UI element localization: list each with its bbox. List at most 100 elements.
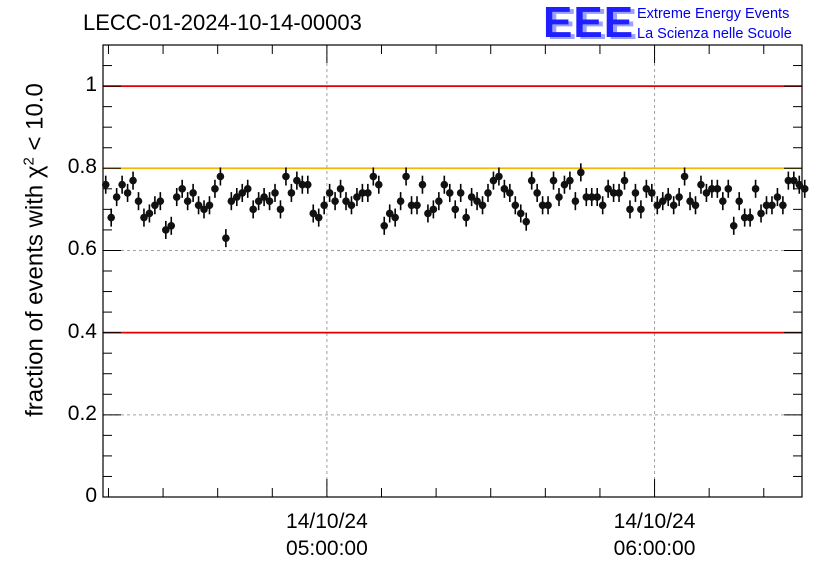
- data-point: [779, 201, 787, 210]
- data-point: [200, 205, 208, 214]
- y-tick-label: 0.6: [67, 237, 97, 261]
- data-point: [309, 209, 318, 218]
- data-point: [369, 172, 378, 181]
- data-point: [795, 180, 804, 189]
- data-point: [615, 189, 623, 197]
- data-point: [456, 189, 465, 197]
- data-point: [287, 189, 296, 197]
- data-point: [462, 213, 470, 222]
- data-point: [445, 189, 454, 197]
- data-point: [331, 197, 339, 205]
- data-point: [129, 176, 137, 185]
- data-point: [527, 176, 536, 185]
- data-point: [533, 189, 541, 197]
- data-point: [516, 209, 525, 218]
- data-point: [560, 180, 569, 189]
- data-point: [571, 197, 580, 205]
- y-tick-label: 0.2: [67, 401, 97, 425]
- data-point: [680, 172, 689, 181]
- data-point: [107, 213, 115, 222]
- data-point: [260, 193, 268, 201]
- logo-line-1: Extreme Energy Events: [637, 6, 790, 22]
- data-point: [773, 193, 782, 201]
- data-point: [271, 189, 279, 197]
- data-point: [467, 193, 476, 201]
- data-point: [544, 201, 552, 210]
- data-point: [374, 180, 383, 189]
- data-point: [768, 201, 776, 210]
- y-tick-label: 0.8: [67, 155, 97, 179]
- x-tick-label: 14/10/24 06:00:00: [585, 508, 725, 562]
- data-point: [609, 189, 618, 197]
- data-point: [451, 205, 460, 214]
- data-point: [194, 201, 203, 210]
- data-point: [172, 193, 181, 201]
- x-tick-time: 06:00:00: [613, 537, 696, 560]
- data-point: [342, 197, 350, 205]
- data-point: [238, 189, 247, 197]
- x-tick-date: 14/10/24: [286, 510, 368, 533]
- data-point: [790, 176, 798, 185]
- data-point: [549, 176, 558, 185]
- data-point: [708, 185, 716, 193]
- x-tick-time: 05:00:00: [286, 537, 368, 560]
- data-point: [167, 222, 176, 230]
- data-point: [222, 234, 230, 242]
- data-point: [101, 180, 110, 189]
- data-point: [314, 213, 323, 222]
- logo-line-2: La Scienza nelle Scuole: [637, 26, 792, 42]
- logo-mark: EEE: [543, 0, 635, 47]
- data-point: [713, 185, 722, 193]
- data-point: [740, 213, 749, 222]
- data-point: [293, 176, 301, 185]
- data-point: [495, 172, 503, 181]
- data-point: [577, 168, 585, 177]
- data-point: [440, 180, 449, 189]
- data-point: [265, 197, 274, 205]
- data-point: [347, 201, 356, 210]
- y-tick-label: 1: [85, 73, 97, 97]
- data-point: [402, 172, 410, 181]
- data-point: [598, 201, 607, 210]
- data-point: [511, 201, 520, 210]
- chart-title: LECC-01-2024-10-14-00003: [83, 10, 362, 35]
- data-point: [336, 185, 345, 193]
- data-point: [391, 213, 399, 222]
- data-point: [800, 185, 809, 193]
- x-tick-date: 14/10/24: [613, 510, 696, 533]
- data-point: [626, 205, 634, 214]
- data-point: [162, 226, 170, 234]
- data-point: [249, 205, 257, 214]
- data-point: [358, 189, 367, 197]
- data-point: [664, 193, 673, 201]
- data-point: [353, 193, 361, 201]
- data-point: [658, 197, 667, 205]
- data-point: [123, 189, 132, 197]
- data-point: [151, 201, 159, 210]
- data-point: [669, 201, 678, 210]
- data-point: [484, 189, 492, 197]
- data-point: [555, 193, 563, 201]
- data-point: [582, 193, 591, 201]
- data-point: [631, 189, 640, 197]
- data-point: [637, 205, 645, 214]
- data-point: [675, 193, 683, 201]
- data-point: [140, 213, 148, 222]
- data-point: [735, 197, 743, 205]
- data-point: [691, 201, 700, 210]
- data-point: [407, 201, 416, 210]
- data-point: [276, 205, 285, 214]
- data-point: [298, 180, 307, 189]
- data-point: [325, 189, 334, 197]
- data-point: [178, 185, 186, 193]
- data-point: [642, 185, 651, 193]
- data-point: [320, 201, 328, 210]
- data-point: [620, 176, 629, 185]
- data-point: [364, 189, 372, 197]
- data-point: [189, 189, 197, 197]
- data-point: [784, 176, 793, 185]
- data-point: [653, 201, 662, 210]
- data-point: [604, 185, 612, 193]
- data-point: [500, 185, 509, 193]
- data-point: [418, 180, 427, 189]
